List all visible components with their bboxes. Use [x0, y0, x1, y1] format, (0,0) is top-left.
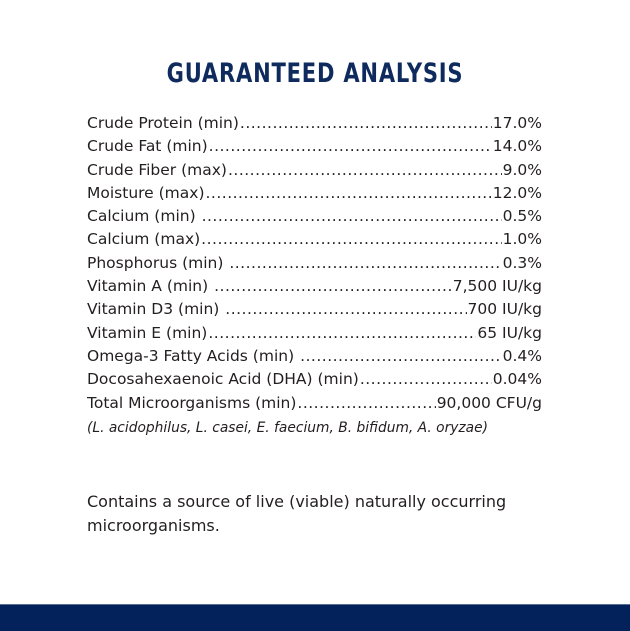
analysis-row: Moisture (max) 12.0%	[87, 184, 542, 207]
dot-leader	[202, 207, 502, 225]
analysis-row: Calcium (max) 1.0%	[87, 230, 542, 253]
nutrient-label: Vitamin E (min)	[87, 323, 208, 342]
analysis-row: Crude Fat (min) 14.0%	[87, 137, 542, 160]
analysis-row: Phosphorus (min) 0.3%	[87, 254, 542, 277]
nutrient-label: Docosahexaenoic Acid (DHA) (min)	[87, 370, 359, 389]
footer-bar	[0, 604, 630, 631]
dot-leader	[229, 254, 501, 272]
nutrient-label: Total Microorganisms (min)	[87, 393, 297, 412]
dot-leader	[297, 394, 435, 412]
nutrient-label: Moisture (max)	[87, 183, 205, 202]
nutrient-value: 1.0%	[502, 230, 542, 249]
dot-leader	[225, 300, 466, 318]
analysis-row: Vitamin E (min) 65 IU/kg	[87, 324, 542, 347]
nutrient-value: 90,000 CFU/g	[436, 393, 542, 412]
analysis-row: Vitamin A (min) 7,500 IU/kg	[87, 277, 542, 300]
dot-leader	[206, 184, 492, 202]
nutrient-value: 12.0%	[492, 183, 542, 202]
dot-leader	[208, 324, 476, 342]
microorganisms-statement: Contains a source of live (viable) natur…	[87, 492, 507, 535]
nutrient-value: 9.0%	[502, 160, 542, 179]
nutrient-value: 14.0%	[492, 137, 542, 156]
analysis-row: Docosahexaenoic Acid (DHA) (min) 0.04%	[87, 370, 542, 393]
dot-leader	[300, 347, 502, 365]
dot-leader	[209, 137, 492, 155]
nutrient-label: Vitamin D3 (min)	[87, 300, 225, 319]
dot-leader	[201, 230, 501, 248]
dot-leader	[228, 161, 502, 179]
nutrient-value: 0.4%	[502, 346, 542, 365]
nutrient-label: Omega-3 Fatty Acids (min)	[87, 346, 300, 365]
nutrient-value: 0.5%	[502, 207, 542, 226]
analysis-row: Omega-3 Fatty Acids (min) 0.4%	[87, 347, 542, 370]
nutrient-label: Phosphorus (min)	[87, 253, 229, 272]
microorganism-species-note: (L. acidophilus, L. casei, E. faecium, B…	[87, 419, 488, 436]
analysis-table: Crude Protein (min) 17.0% Crude Fat (min) 1…	[87, 114, 542, 440]
analysis-row: Crude Protein (min) 17.0%	[87, 114, 542, 137]
nutrient-label: Calcium (min)	[87, 207, 201, 226]
nutrient-value: 700 IU/kg	[467, 300, 542, 319]
page-title: GUARANTEED ANALYSIS	[166, 58, 464, 89]
nutrient-value: 7,500 IU/kg	[452, 277, 542, 296]
nutrient-label: Crude Protein (min)	[87, 114, 239, 132]
analysis-row: Calcium (min) 0.5%	[87, 207, 542, 230]
analysis-row: Total Microorganisms (min) 90,000 CFU/g	[87, 394, 542, 417]
dot-leader	[360, 370, 492, 388]
nutrient-value: 0.3%	[502, 253, 542, 272]
nutrient-value: 17.0%	[492, 114, 542, 132]
nutrient-label: Calcium (max)	[87, 230, 201, 249]
analysis-row: Crude Fiber (max) 9.0%	[87, 161, 542, 184]
nutrient-label: Crude Fat (min)	[87, 137, 208, 156]
nutrient-value: 65 IU/kg	[477, 323, 542, 342]
analysis-row: Vitamin D3 (min) 700 IU/kg	[87, 300, 542, 323]
nutrient-label: Crude Fiber (max)	[87, 160, 227, 179]
nutrient-label: Vitamin A (min)	[87, 277, 214, 296]
nutrient-value: 0.04%	[492, 370, 542, 389]
dot-leader	[240, 114, 492, 132]
dot-leader	[214, 277, 452, 295]
